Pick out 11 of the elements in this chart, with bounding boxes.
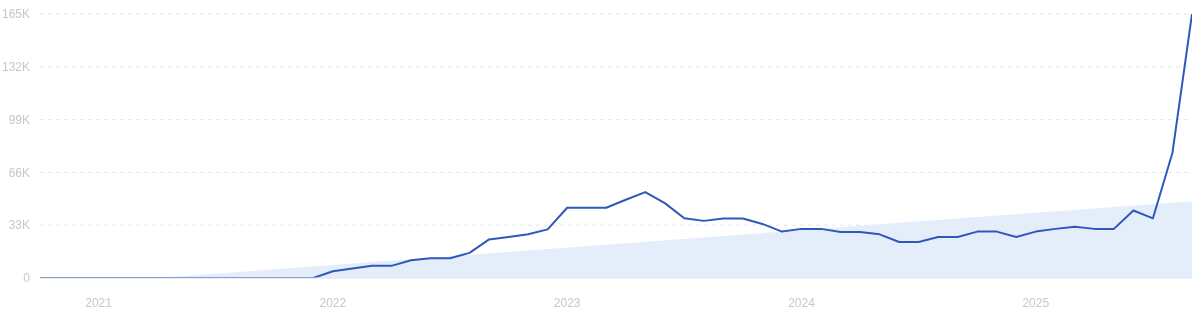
y-tick-label: 132K (1, 60, 30, 75)
y-tick-label: 66K (8, 165, 30, 180)
y-tick-label: 165K (1, 7, 30, 22)
x-tick-label: 2023 (553, 295, 581, 310)
y-tick-label: 99K (8, 112, 30, 127)
y-tick-label: 0 (23, 271, 31, 286)
y-tick-label: 33K (8, 218, 30, 233)
x-tick-label: 2025 (1022, 295, 1050, 310)
x-tick-label: 2022 (319, 295, 347, 310)
x-tick-label: 2021 (85, 295, 113, 310)
x-tick-label: 2024 (788, 295, 816, 310)
